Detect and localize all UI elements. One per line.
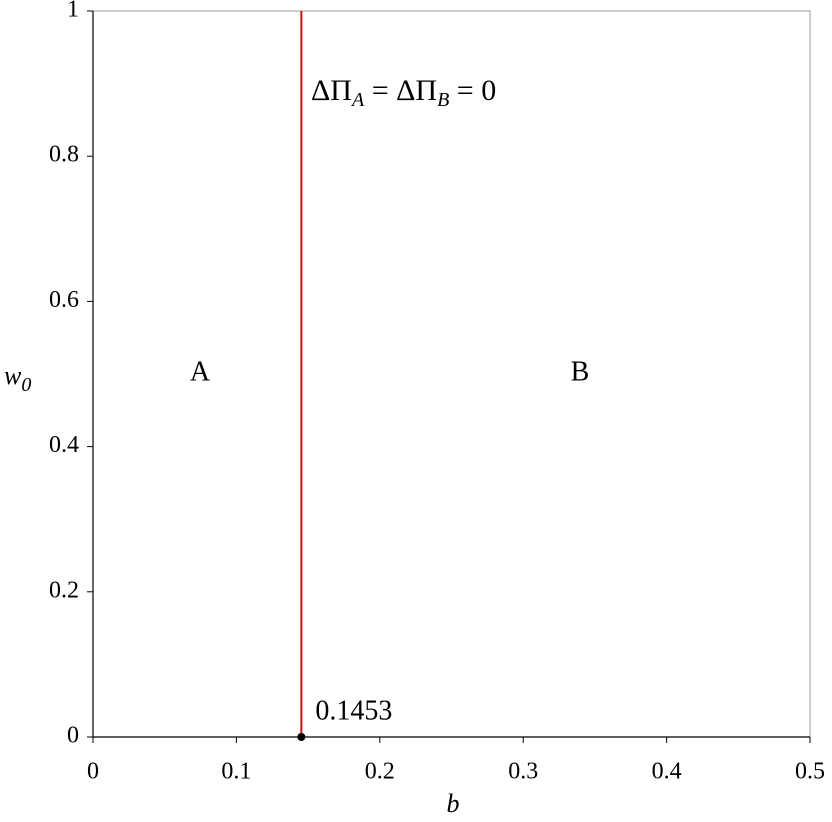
x-tick-label: 0.2 (365, 759, 395, 785)
x-tick-label: 0.5 (795, 759, 825, 785)
y-tick-label: 0 (67, 723, 79, 749)
y-axis-label-part: 0 (21, 374, 31, 396)
region-label: A (190, 356, 211, 387)
annotation-part: A (350, 89, 365, 111)
x-tick-label: 0 (87, 759, 99, 785)
x-tick-label: 0.4 (652, 759, 682, 785)
point (297, 733, 306, 741)
region-label: B (571, 356, 590, 387)
annotation-part: = ΔΠ (364, 74, 437, 107)
annotation-part: B (437, 89, 449, 111)
y-tick-label: 0.2 (49, 577, 79, 603)
x-axis-label: b (447, 789, 460, 818)
y-tick-label: 0.4 (49, 432, 79, 458)
annotation: ΔΠA = ΔΠB = 0 (311, 74, 496, 111)
annotation-part: = 0 (449, 74, 496, 107)
y-tick-label: 0.8 (49, 142, 79, 168)
x-tick-label: 0.3 (508, 759, 538, 785)
y-axis-label: w0 (4, 361, 31, 396)
x-tick-label: 0.1 (221, 759, 251, 785)
y-tick-label: 0.6 (49, 287, 79, 313)
y-axis-label-part: w (4, 361, 22, 390)
y-tick-label: 1 (67, 0, 79, 23)
annotation-part: ΔΠ (311, 74, 352, 107)
point-label: 0.1453 (315, 695, 392, 726)
